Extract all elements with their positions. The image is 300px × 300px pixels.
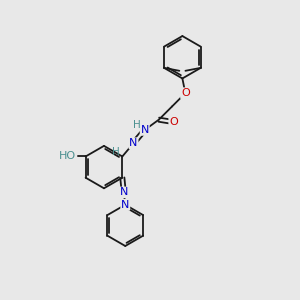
Text: N: N — [140, 125, 149, 135]
Text: O: O — [181, 88, 190, 98]
Text: H: H — [112, 147, 120, 158]
Text: N: N — [120, 188, 128, 197]
Text: H: H — [133, 120, 140, 130]
Text: HO: HO — [59, 152, 76, 161]
Text: N: N — [129, 138, 138, 148]
Text: N: N — [121, 200, 130, 210]
Text: O: O — [169, 117, 178, 127]
